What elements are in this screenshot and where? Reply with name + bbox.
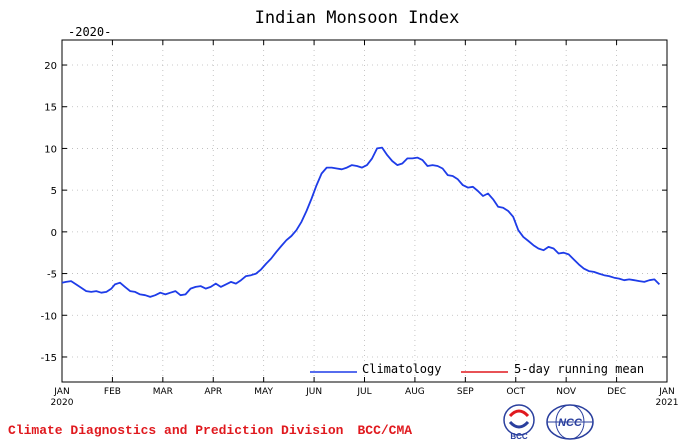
x-tick-label: APR <box>204 387 222 397</box>
x-tick-label: AUG <box>405 387 425 397</box>
x-tick-label: FEB <box>104 387 121 397</box>
organization-name: BCC/CMA <box>357 423 413 438</box>
y-axis: -15 -10 -5 0 5 10 15 20 <box>41 61 667 364</box>
series-lines <box>61 146 661 298</box>
y-tick-label: -15 <box>41 353 57 364</box>
x-tick-label: JUL <box>356 387 371 397</box>
division-name: Climate Diagnostics and Prediction Divis… <box>8 423 344 438</box>
x-tick-label: DEC <box>607 387 626 397</box>
x-tick-sublabel: 2021 <box>656 398 679 408</box>
legend-label: Climatology <box>362 362 441 376</box>
x-tick-label: JUN <box>305 387 322 397</box>
chart-title: Indian Monsoon Index <box>255 8 460 28</box>
bcc-logo: BCC <box>503 404 535 441</box>
series-line-climatology <box>61 146 661 298</box>
x-tick-label: MAR <box>153 387 173 397</box>
y-tick-label: -5 <box>47 270 57 281</box>
grid-lines <box>62 40 667 382</box>
footer-credit: Climate Diagnostics and Prediction Divis… <box>8 423 426 438</box>
x-tick-label: NOV <box>556 387 577 397</box>
legend-label: 5-day running mean <box>514 362 644 376</box>
x-tick-label: MAY <box>254 387 273 397</box>
y-tick-label: 10 <box>44 144 57 155</box>
x-tick-label: SEP <box>457 387 474 397</box>
y-tick-label: 20 <box>44 61 57 72</box>
svg-text:BCC: BCC <box>510 432 528 441</box>
svg-text:NCC: NCC <box>558 417 583 429</box>
x-tick-label: JAN <box>53 387 69 397</box>
y-tick-label: 0 <box>51 228 57 239</box>
x-tick-sublabel: 2020 <box>51 398 74 408</box>
x-tick-label: OCT <box>506 387 525 397</box>
ncc-logo: NCC <box>546 404 594 440</box>
chart-subtitle: -2020- <box>68 25 111 39</box>
legend: Climatology 5-day running mean <box>310 362 644 376</box>
y-tick-label: -10 <box>41 311 57 322</box>
y-tick-label: 5 <box>51 186 57 197</box>
y-tick-label: 15 <box>44 103 57 114</box>
x-tick-label: JAN <box>658 387 674 397</box>
